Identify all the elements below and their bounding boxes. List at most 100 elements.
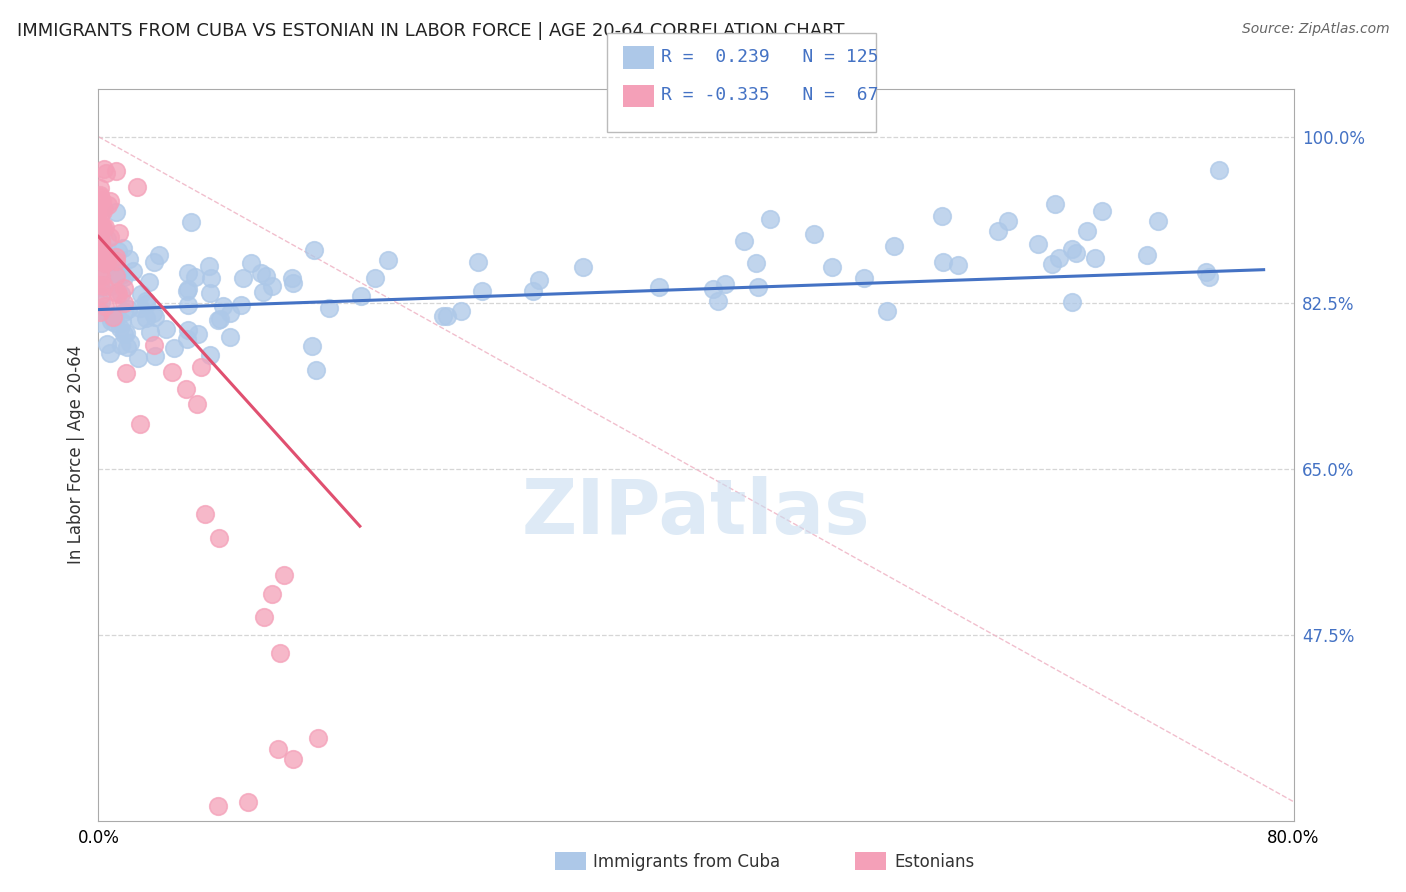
- Point: [89, 304, 111, 318]
- Point: [90, 294, 112, 309]
- Point: [117, 302, 139, 317]
- Point: [208, 531, 231, 545]
- Point: [177, 298, 200, 312]
- Point: [702, 282, 724, 296]
- Point: [211, 299, 233, 313]
- Point: [174, 382, 197, 396]
- Point: [267, 742, 290, 756]
- Point: [93, 262, 115, 277]
- Point: [98, 194, 121, 208]
- Point: [115, 326, 138, 340]
- Point: [450, 304, 472, 318]
- Point: [200, 271, 222, 285]
- Point: [93, 162, 115, 177]
- Point: [91, 201, 114, 215]
- Point: [745, 255, 768, 269]
- Point: [1084, 251, 1107, 265]
- Point: [108, 226, 131, 240]
- Point: [91, 219, 114, 234]
- Point: [90, 270, 112, 285]
- Point: [876, 304, 898, 318]
- Text: R =  0.239   N = 125: R = 0.239 N = 125: [661, 48, 879, 66]
- Point: [1047, 251, 1070, 265]
- Point: [240, 256, 263, 270]
- Point: [571, 260, 593, 274]
- Point: [89, 210, 111, 224]
- Point: [236, 795, 259, 809]
- Point: [112, 269, 135, 284]
- Point: [176, 332, 198, 346]
- Point: [155, 322, 177, 336]
- Point: [96, 251, 118, 265]
- Point: [190, 359, 212, 374]
- Point: [467, 255, 489, 269]
- Point: [111, 315, 134, 329]
- Point: [350, 289, 373, 303]
- Text: Source: ZipAtlas.com: Source: ZipAtlas.com: [1241, 22, 1389, 37]
- Point: [110, 338, 132, 352]
- Point: [143, 338, 166, 352]
- Point: [96, 337, 118, 351]
- Point: [162, 365, 184, 379]
- Point: [714, 277, 737, 291]
- Point: [194, 508, 217, 522]
- Point: [1091, 203, 1114, 218]
- Point: [90, 201, 112, 215]
- Point: [135, 296, 157, 310]
- Point: [1146, 214, 1168, 228]
- Point: [218, 330, 240, 344]
- Point: [186, 397, 208, 411]
- Point: [89, 244, 111, 258]
- Point: [94, 246, 117, 260]
- Point: [101, 310, 124, 324]
- Point: [93, 279, 115, 293]
- Point: [94, 253, 117, 268]
- Point: [252, 610, 274, 624]
- Point: [232, 270, 254, 285]
- Point: [142, 306, 165, 320]
- Point: [105, 266, 128, 280]
- Point: [946, 258, 969, 272]
- Point: [91, 204, 114, 219]
- Point: [139, 326, 162, 340]
- Point: [432, 310, 454, 324]
- Point: [107, 244, 129, 258]
- Point: [931, 210, 953, 224]
- Point: [364, 271, 387, 285]
- Point: [108, 320, 131, 334]
- Point: [138, 275, 160, 289]
- Point: [90, 233, 112, 247]
- Point: [377, 252, 399, 267]
- Point: [90, 222, 112, 236]
- Point: [110, 286, 132, 301]
- Point: [852, 271, 875, 285]
- Point: [114, 366, 136, 380]
- Point: [89, 262, 111, 277]
- Point: [207, 799, 229, 814]
- Point: [105, 285, 128, 300]
- Point: [103, 310, 125, 324]
- Point: [198, 259, 221, 273]
- Point: [821, 260, 844, 274]
- Point: [96, 254, 118, 268]
- Point: [135, 293, 157, 308]
- Point: [91, 245, 114, 260]
- Point: [89, 302, 111, 317]
- Point: [100, 230, 122, 244]
- Point: [281, 277, 304, 291]
- Point: [208, 312, 231, 326]
- Text: Immigrants from Cuba: Immigrants from Cuba: [593, 853, 780, 871]
- Point: [120, 336, 142, 351]
- Point: [143, 310, 166, 325]
- Point: [112, 305, 135, 319]
- Point: [250, 266, 273, 280]
- Point: [100, 314, 122, 328]
- Point: [117, 252, 139, 266]
- Point: [127, 180, 149, 194]
- Point: [105, 254, 128, 268]
- Point: [89, 188, 111, 202]
- Point: [110, 268, 132, 282]
- Point: [180, 214, 202, 228]
- Point: [1026, 237, 1049, 252]
- Point: [128, 313, 150, 327]
